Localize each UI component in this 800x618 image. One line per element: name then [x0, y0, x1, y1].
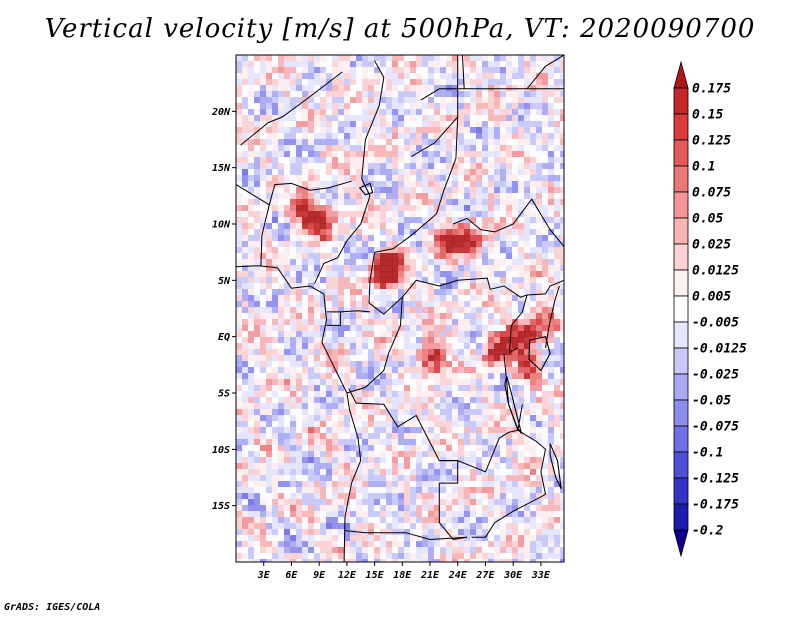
colorbar-swatch	[673, 399, 689, 427]
lon-tick-label: 9E	[313, 570, 326, 581]
colorbar-label: -0.125	[692, 472, 739, 487]
longitude-axis: 3E 6E 9E 12E 15E 18E 21E 24E 27E 30E 33E	[257, 562, 551, 581]
colorbar-swatch	[673, 425, 689, 453]
colorbar-label: -0.0125	[692, 342, 747, 357]
colorbar-label: -0.2	[692, 524, 723, 539]
lat-tick-label: EQ	[218, 332, 230, 343]
lat-tick-label: 5N	[218, 276, 231, 287]
lon-tick-label: 12E	[338, 570, 357, 581]
colorbar-swatch	[673, 503, 689, 531]
lat-tick-label: 15S	[212, 501, 230, 512]
colorbar-swatch	[673, 295, 689, 323]
colorbar-label: -0.075	[692, 420, 739, 435]
colorbar-swatch	[673, 347, 689, 375]
colorbar-label: -0.005	[692, 316, 739, 331]
colorbar-label: -0.025	[692, 368, 739, 383]
country-borders	[236, 55, 564, 562]
map-title: Vertical velocity [m/s] at 500hPa, VT: 2…	[44, 14, 756, 44]
colorbar-label: 0.0125	[692, 264, 739, 279]
lon-tick-label: 3E	[257, 570, 271, 581]
lon-tick-label: 21E	[420, 570, 440, 581]
colorbar-label: 0.025	[692, 238, 731, 253]
latitude-axis: 20N 15N 10N 5N EQ 5S 10S 15S	[211, 107, 236, 512]
lon-tick-label: 18E	[393, 570, 412, 581]
colorbar-swatch	[673, 165, 689, 193]
lon-tick-label: 30E	[503, 570, 523, 581]
colorbar-swatch	[673, 243, 689, 271]
colorbar-label: 0.125	[692, 134, 731, 149]
lat-tick-label: 5S	[218, 389, 230, 400]
lat-tick-label: 10S	[212, 445, 230, 456]
lat-tick-label: 20N	[211, 107, 231, 118]
colorbar: 0.175 0.15 0.125 0.1 0.075 0.05 0.025 0.0125 0.0…	[673, 60, 747, 558]
lon-tick-label: 27E	[475, 570, 495, 581]
colorbar-label: 0.05	[692, 212, 723, 227]
colorbar-label: -0.1	[692, 446, 723, 461]
lon-tick-label: 33E	[531, 570, 551, 581]
colorbar-swatch	[673, 113, 689, 141]
colorbar-label: -0.05	[692, 394, 731, 409]
colorbar-swatch	[673, 477, 689, 505]
grads-credit: GrADS: IGES/COLA	[4, 602, 101, 613]
colorbar-swatch	[673, 60, 689, 89]
lon-tick-label: 24E	[448, 570, 468, 581]
colorbar-swatch	[673, 139, 689, 167]
lat-tick-label: 15N	[212, 163, 231, 174]
colorbar-swatch	[673, 87, 689, 115]
colorbar-label: 0.15	[692, 108, 723, 123]
colorbar-label: 0.075	[692, 186, 731, 201]
colorbar-label: 0.175	[692, 82, 731, 97]
colorbar-swatch	[673, 321, 689, 349]
lat-tick-label: 10N	[212, 220, 231, 231]
velocity-field	[236, 55, 564, 562]
colorbar-swatch	[673, 191, 689, 219]
lon-tick-label: 6E	[285, 570, 298, 581]
lon-tick-label: 15E	[366, 570, 385, 581]
colorbar-label: 0.005	[692, 290, 731, 305]
colorbar-swatch	[673, 217, 689, 245]
colorbar-label: -0.175	[692, 498, 739, 513]
colorbar-swatch	[673, 529, 689, 558]
colorbar-label: 0.1	[692, 160, 715, 175]
colorbar-swatch	[673, 373, 689, 401]
colorbar-swatch	[673, 451, 689, 479]
colorbar-swatch	[673, 269, 689, 297]
plot-frame	[235, 54, 565, 563]
